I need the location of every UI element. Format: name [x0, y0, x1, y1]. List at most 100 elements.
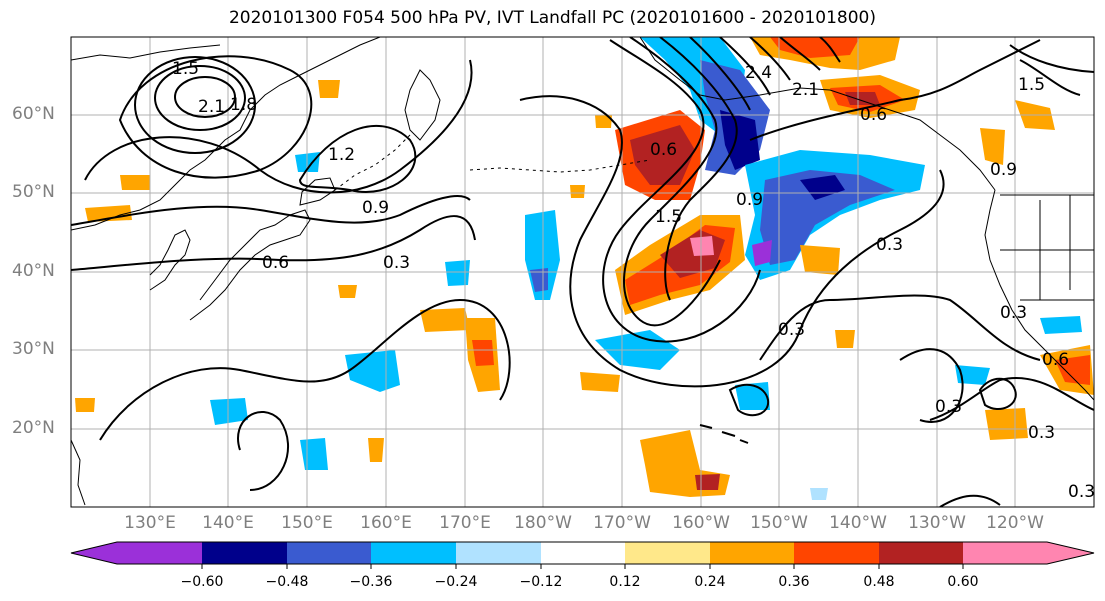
- colorbar-swatch: [879, 542, 963, 564]
- contour-label: 0.3: [935, 397, 962, 417]
- lon-label: 150°E: [281, 513, 333, 533]
- lon-label: 140°E: [202, 513, 254, 533]
- shading-negative: [800, 175, 845, 200]
- shading-positive: [690, 236, 714, 256]
- shading-positive: [800, 245, 840, 275]
- lon-label: 140°W: [829, 513, 887, 533]
- alaska-coastline: [639, 37, 996, 191]
- lat-label: 30°N: [12, 339, 55, 359]
- shading-positive: [472, 340, 494, 366]
- contour-label: 0.6: [860, 105, 887, 125]
- colorbar-tick-label: 0.48: [863, 574, 895, 590]
- shading-positive: [338, 285, 357, 298]
- lat-label: 50°N: [12, 182, 55, 202]
- contour-label: 0.9: [990, 160, 1017, 180]
- contour-label: 1.2: [328, 145, 355, 165]
- lat-label: 60°N: [12, 104, 55, 124]
- colorbar-swatch: [371, 542, 456, 564]
- colorbar-tick-label: −0.60: [180, 574, 224, 590]
- lon-label: 170°W: [593, 513, 651, 533]
- shading-negative: [810, 488, 828, 500]
- shading-positive: [75, 398, 95, 412]
- lon-label: 130°E: [124, 513, 176, 533]
- map-frame: [70, 36, 1095, 508]
- contour-label: 1.5: [1018, 75, 1045, 95]
- contour-label: 0.6: [262, 253, 289, 273]
- colorbar-tick-label: −0.36: [349, 574, 393, 590]
- shading-negative: [1040, 316, 1082, 334]
- aleutian-islands: [469, 159, 651, 173]
- colorbar-tick-label: −0.48: [265, 574, 309, 590]
- colorbar-tick-label: 0.12: [609, 574, 641, 590]
- shading-negative: [445, 260, 470, 286]
- shading-positive: [570, 185, 585, 198]
- colorbar-tick-label: −0.24: [434, 574, 478, 590]
- colorbar-swatch: [710, 542, 794, 564]
- colorbar-swatch: [287, 542, 371, 564]
- colorbar-extend-high: [1047, 542, 1094, 564]
- ivt-shading: [75, 37, 1094, 500]
- map-panel: 1.5 2.1 1.8 1.2 0.9 0.6 0.3 1.5 2.4 0.6 …: [71, 37, 1095, 507]
- kamchatka-coastline: [404, 69, 441, 141]
- coastlines: [71, 37, 1094, 506]
- lon-label: 160°W: [672, 513, 730, 533]
- lat-label: 20°N: [12, 418, 55, 438]
- pv-contours: [71, 37, 1094, 507]
- contour-label: 1.5: [655, 207, 682, 227]
- contour-label: 0.6: [650, 140, 677, 160]
- contour-label: 0.3: [383, 253, 410, 273]
- colorbar-tick-label: 0.36: [778, 574, 810, 590]
- state-borders: [1000, 195, 1094, 301]
- colorbar-extend-low: [71, 542, 117, 564]
- colorbar-tick-label: 0.60: [947, 574, 979, 590]
- shading-positive: [835, 330, 855, 348]
- shading-positive: [318, 80, 340, 98]
- siberia-coastline: [71, 44, 221, 61]
- shading-positive: [120, 175, 150, 190]
- colorbar-swatch: [963, 542, 1047, 564]
- contour-label: 0.3: [876, 235, 903, 255]
- shading-positive: [595, 115, 612, 128]
- philippines-coastline: [71, 439, 86, 506]
- shading-positive: [845, 92, 880, 105]
- shading-positive: [695, 474, 720, 490]
- contour-label: 0.3: [778, 320, 805, 340]
- contour-label: 2.1: [198, 97, 225, 117]
- contour-label: 1.8: [230, 95, 257, 115]
- colorbar-tick-label: 0.24: [694, 574, 726, 590]
- shading-positive: [580, 372, 620, 392]
- shading-negative: [300, 438, 328, 470]
- japan-coastline: [189, 209, 311, 321]
- north-america-coastline: [984, 189, 1094, 401]
- lon-label: 120°W: [986, 513, 1044, 533]
- shading-negative: [210, 398, 248, 425]
- contour-label: 0.3: [1000, 303, 1027, 323]
- contour-label: 1.5: [172, 59, 199, 79]
- contour-label: 0.3: [1068, 482, 1095, 502]
- shading-negative: [752, 240, 772, 266]
- contour-label: 2.4: [745, 63, 772, 83]
- colorbar: [70, 541, 1095, 569]
- korea-coastline: [149, 229, 191, 291]
- lon-label: 130°W: [908, 513, 966, 533]
- colorbar-swatch: [541, 542, 625, 564]
- kuril-islands: [334, 134, 411, 191]
- contour-label: 0.9: [362, 198, 389, 218]
- lon-label: 170°E: [439, 513, 491, 533]
- contour-label: 0.6: [1042, 350, 1069, 370]
- hawaii-islands: [699, 424, 749, 444]
- asia-coastline: [71, 37, 381, 231]
- shading-positive: [770, 37, 860, 58]
- colorbar-swatch: [202, 542, 287, 564]
- contour-label: 2.1: [792, 80, 819, 100]
- shading-positive: [1055, 355, 1090, 385]
- contour-label: 0.3: [1028, 423, 1055, 443]
- shading-negative: [760, 170, 895, 265]
- colorbar-swatch: [456, 542, 541, 564]
- contour-label: 0.9: [736, 190, 763, 210]
- shading-negative: [955, 365, 990, 385]
- lon-label: 150°W: [750, 513, 808, 533]
- colorbar-swatch: [117, 542, 202, 564]
- colorbar-tick-label: −0.12: [519, 574, 563, 590]
